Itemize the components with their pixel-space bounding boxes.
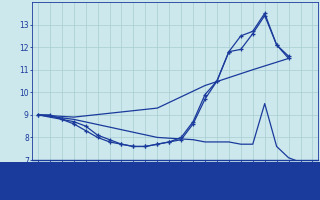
X-axis label: Graphe des températures (°c): Graphe des températures (°c)	[112, 171, 239, 180]
